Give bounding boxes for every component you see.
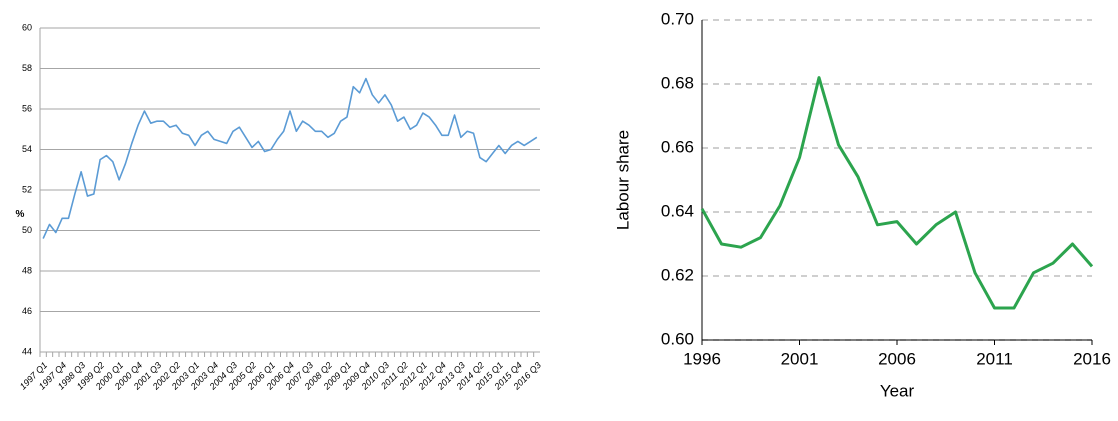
y-axis-label: % (16, 209, 25, 220)
y-tick-label: 44 (22, 346, 32, 356)
data-line (42, 77, 538, 239)
y-tick-label: 56 (22, 103, 32, 113)
data-line (700, 76, 1094, 310)
x-tick-label: 2001 (781, 349, 819, 368)
y-tick-label: 0.62 (661, 265, 694, 284)
y-tick-label: 0.60 (661, 329, 694, 348)
y-tick-label: 48 (22, 265, 32, 275)
x-tick-label: 2016 (1073, 349, 1111, 368)
y-tick-label: 58 (22, 63, 32, 73)
y-tick-label: 46 (22, 306, 32, 316)
y-tick-label: 0.66 (661, 137, 694, 156)
x-tick-label: 1996 (683, 349, 721, 368)
y-tick-label: 50 (22, 225, 32, 235)
y-tick-label: 60 (22, 22, 32, 32)
x-tick-label: 2011 (976, 349, 1013, 368)
y-tick-label: 54 (22, 144, 32, 154)
y-tick-label: 0.70 (661, 9, 694, 28)
y-tick-label: 0.68 (661, 73, 694, 92)
y-tick-label: 52 (22, 184, 32, 194)
x-tick-label: 2006 (878, 349, 916, 368)
x-axis-label: Year (880, 381, 915, 400)
y-axis-label: Labour share (613, 130, 632, 230)
y-tick-label: 0.64 (661, 201, 694, 220)
